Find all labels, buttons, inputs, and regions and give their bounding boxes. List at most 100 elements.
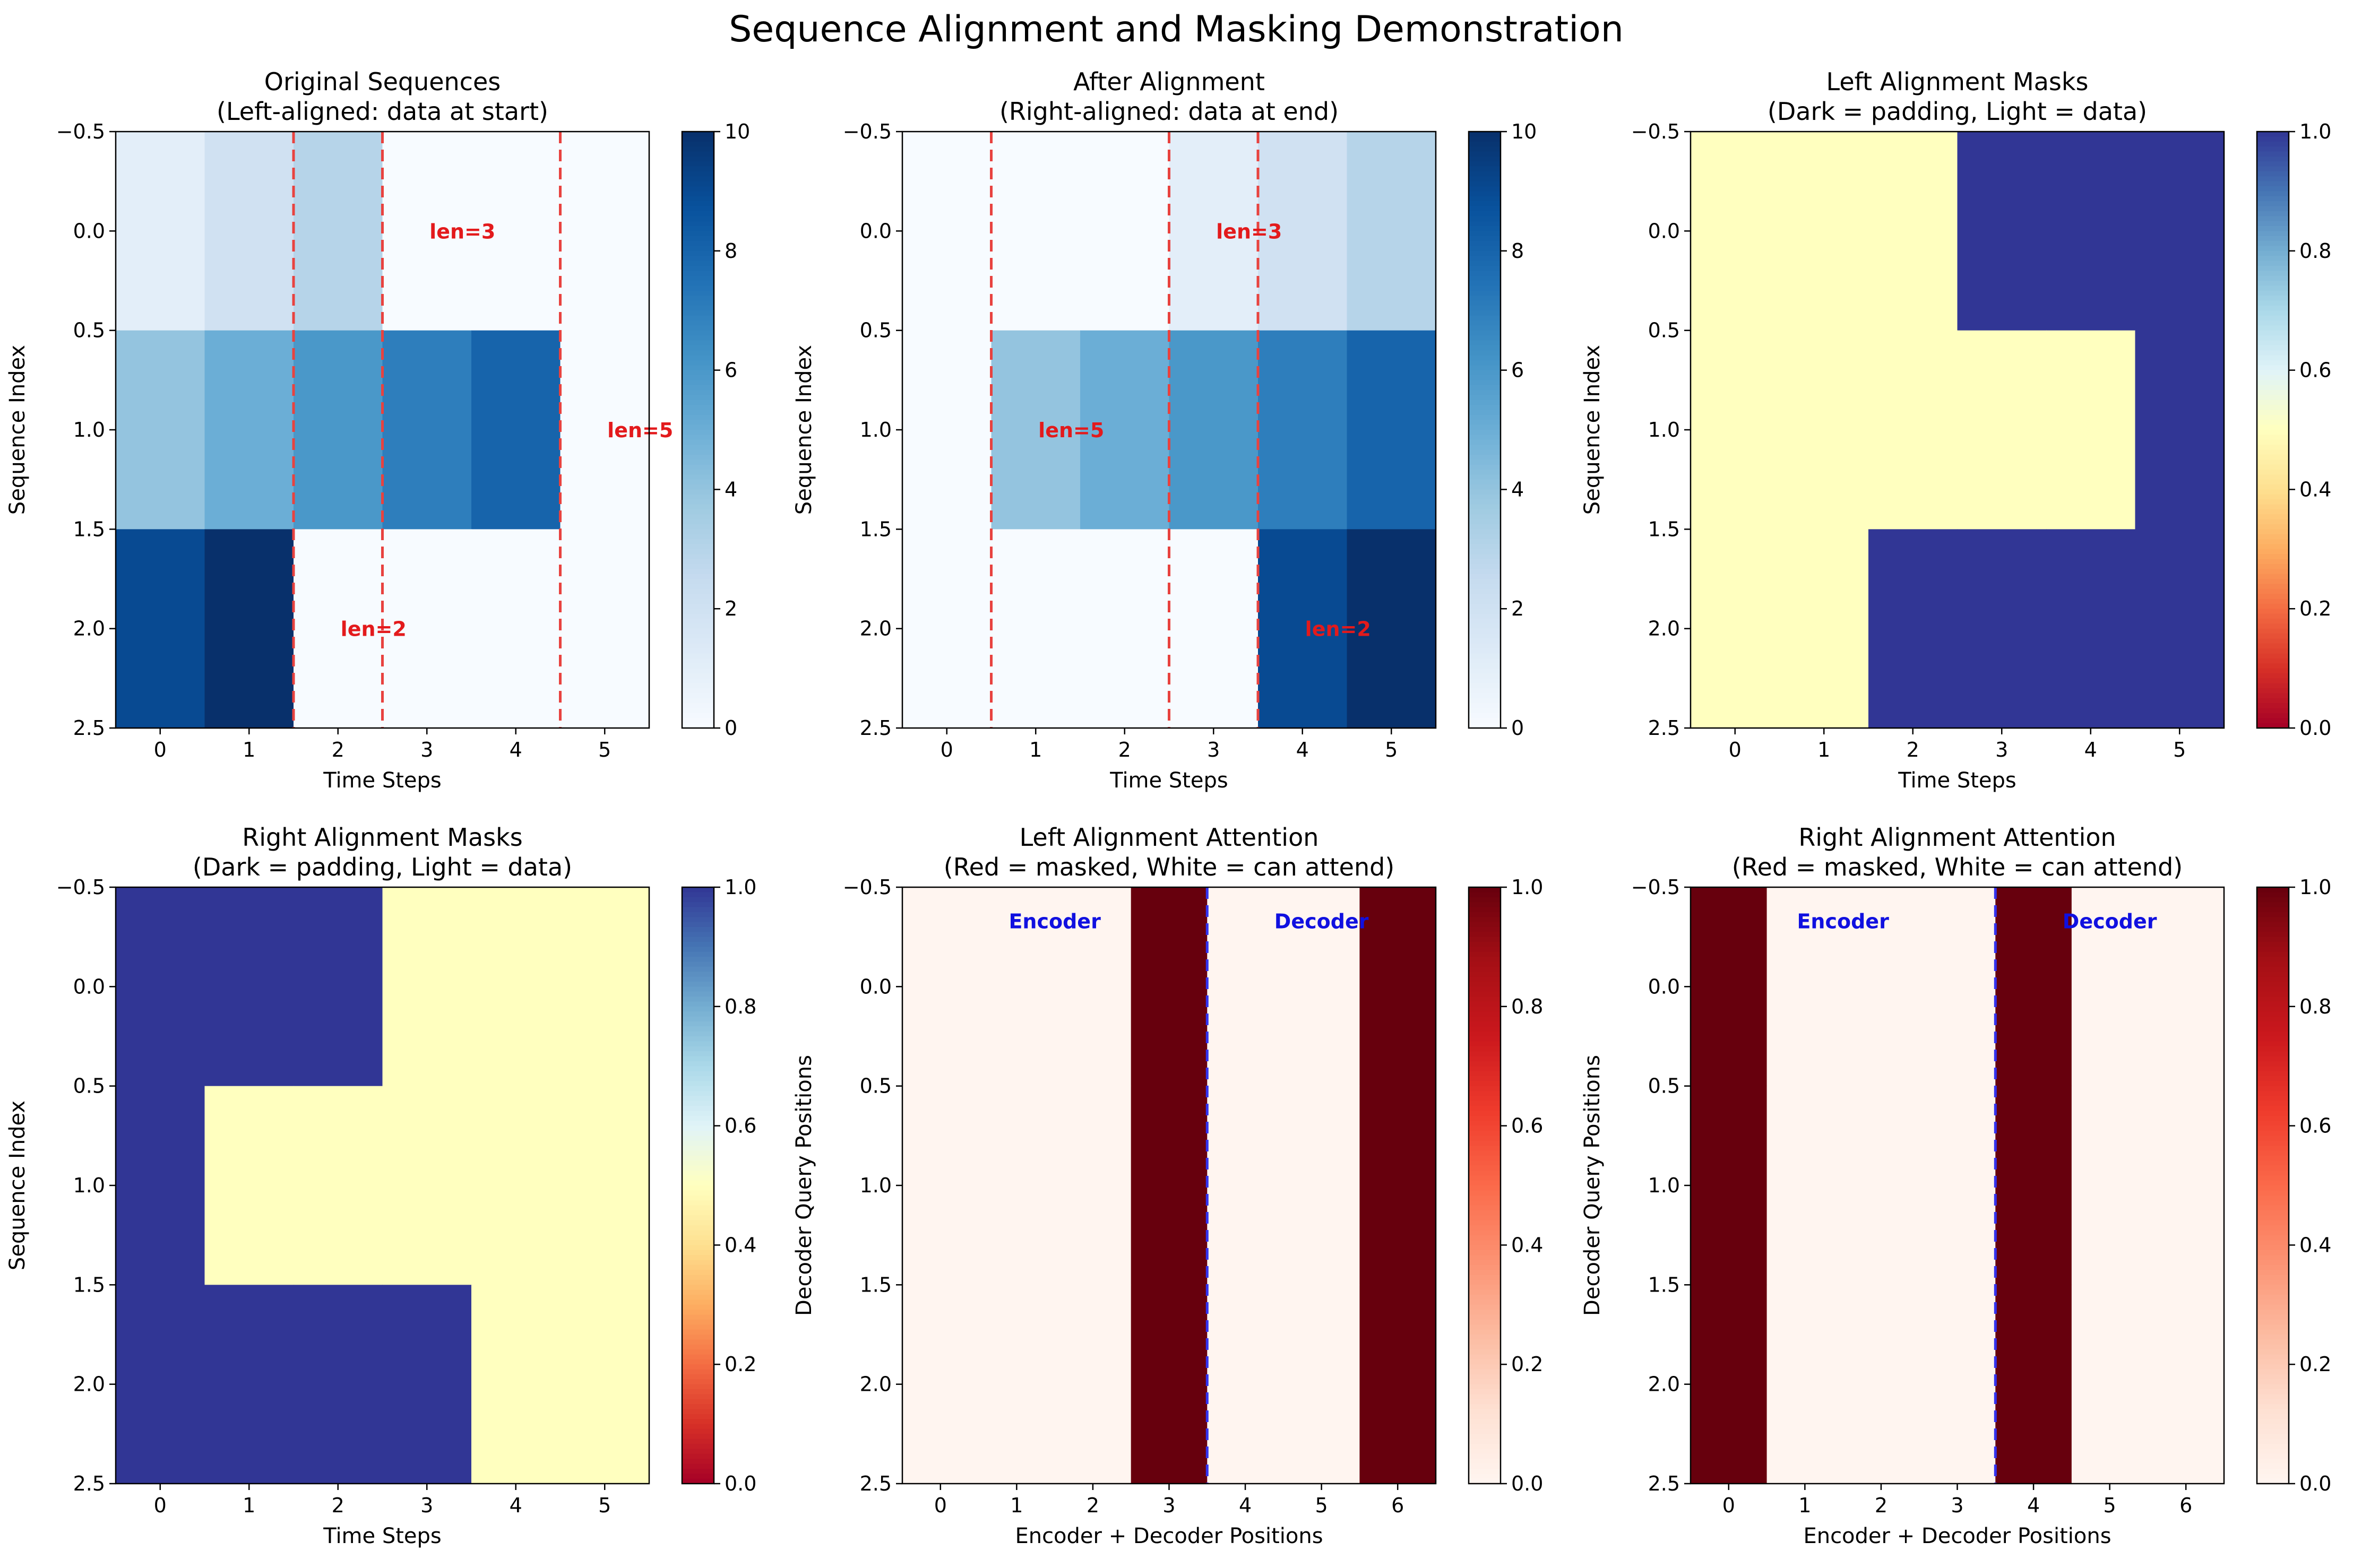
colorbar-segment [2257,1478,2289,1484]
colorbar-segment [682,380,714,386]
colorbar-segment [682,290,714,296]
heatmap-cell [902,1086,979,1285]
colorbar-segment [682,256,714,262]
colorbar-segment [682,588,714,594]
colorbar-segment [682,1339,714,1345]
colorbar-segment [1469,574,1501,579]
colorbar-segment [2257,1463,2289,1469]
colorbar-segment [682,241,714,247]
x-tick-label: 2 [332,738,344,761]
panel-title: Left Alignment Attention [1020,823,1319,852]
colorbar-segment [2257,395,2289,401]
colorbar-segment [2257,609,2289,614]
panel-6: Encoder Decoder 0 1 2 3 4 5 6 −0.5 0.0 0.5 1.0 1.5 2.0… [1580,823,2331,1548]
colorbar-segment [2257,529,2289,535]
colorbar-tick-label: 0.2 [2299,597,2331,620]
heatmap-cell [204,1285,294,1484]
colorbar-segment [682,613,714,619]
heatmap-cell [1359,887,1436,1087]
colorbar-segment [1469,146,1501,152]
colorbar-segment [1469,370,1501,376]
heatmap-cell [2046,132,2136,331]
y-tick-label: 2.5 [860,1472,892,1495]
heatmap-cell [382,330,472,530]
colorbar-segment [1469,947,1501,952]
colorbar-segment [1469,161,1501,167]
colorbar-segment [682,1270,714,1276]
colorbar-segment [682,1300,714,1305]
colorbar-segment [2257,430,2289,436]
colorbar-segment [1469,330,1501,336]
colorbar-segment [1469,1279,1501,1286]
colorbar-segment [2257,405,2289,411]
heatmap-cell [1766,887,1843,1087]
colorbar-segment [2257,668,2289,674]
annotation-label: Decoder [1274,910,1369,933]
colorbar-segment [1469,1061,1501,1067]
colorbar-frame [681,886,715,1485]
x-tick-label: 1 [1010,1494,1023,1517]
colorbar-segment [1469,1180,1501,1186]
colorbar-segment [1469,1359,1501,1365]
colorbar-segment [2257,186,2289,192]
x-tick-label: 4 [510,1494,522,1517]
colorbar-segment [2257,504,2289,510]
colorbar-segment [1469,917,1501,923]
colorbar-segment [1469,454,1501,460]
colorbar-segment [682,345,714,351]
colorbar-segment [2257,1225,2289,1231]
colorbar-segment [1469,609,1501,614]
colorbar-segment [1469,683,1501,689]
colorbar-tick-label: 6 [725,359,737,382]
colorbar-segment [2257,1165,2289,1171]
colorbar-segment [2257,658,2289,664]
colorbar-segment [682,350,714,356]
colorbar-segment [682,231,714,237]
colorbar-segment [682,1086,714,1091]
colorbar-segment [1469,663,1501,669]
colorbar-segment [2257,574,2289,579]
colorbar-tick-label: 0 [725,716,737,740]
colorbar-segment [1469,539,1501,545]
colorbar-segment [1469,673,1501,679]
colorbar-segment [1469,430,1501,436]
colorbar-segment [682,1279,714,1286]
colorbar-segment [682,1170,714,1176]
colorbar-segment [2257,1076,2289,1082]
heatmap-cell [978,887,1055,1087]
heatmap-cell [902,330,992,530]
colorbar-segment [1469,957,1501,963]
heatmap-cell [1957,330,2047,530]
colorbar-segment [2257,648,2289,654]
heatmap-cell [1957,132,2047,331]
colorbar-segment [2257,141,2289,147]
colorbar-segment [2257,912,2289,917]
colorbar-segment [2257,991,2289,997]
colorbar-segment [682,1344,714,1350]
colorbar-segment [2257,1111,2289,1116]
colorbar-segment [2257,1275,2289,1280]
colorbar-segment [2257,370,2289,376]
colorbar-segment [1469,708,1501,714]
colorbar-segment [1469,1096,1501,1102]
colorbar-tick-label: 0.4 [2299,1233,2331,1257]
colorbar-segment [682,1324,714,1330]
x-tick-label: 6 [1391,1494,1404,1517]
colorbar-segment [682,594,714,600]
colorbar-segment [2257,1240,2289,1246]
colorbar-segment [1469,1389,1501,1395]
colorbar-segment [1469,300,1501,306]
colorbar-segment [2257,1424,2289,1430]
colorbar-segment [1469,1289,1501,1295]
colorbar-segment [2257,678,2289,684]
figure-suptitle: Sequence Alignment and Masking Demonstra… [729,8,1624,50]
colorbar-segment [2257,1160,2289,1166]
colorbar-tick-label: 0.0 [725,1472,756,1495]
colorbar-segment [1469,221,1501,227]
colorbar-tick-label: 2 [1511,597,1524,620]
colorbar-segment [2257,425,2289,430]
colorbar-segment [1469,1101,1501,1106]
colorbar-segment [2257,584,2289,590]
colorbar-segment [682,484,714,490]
heatmap-cell [2071,1086,2149,1285]
